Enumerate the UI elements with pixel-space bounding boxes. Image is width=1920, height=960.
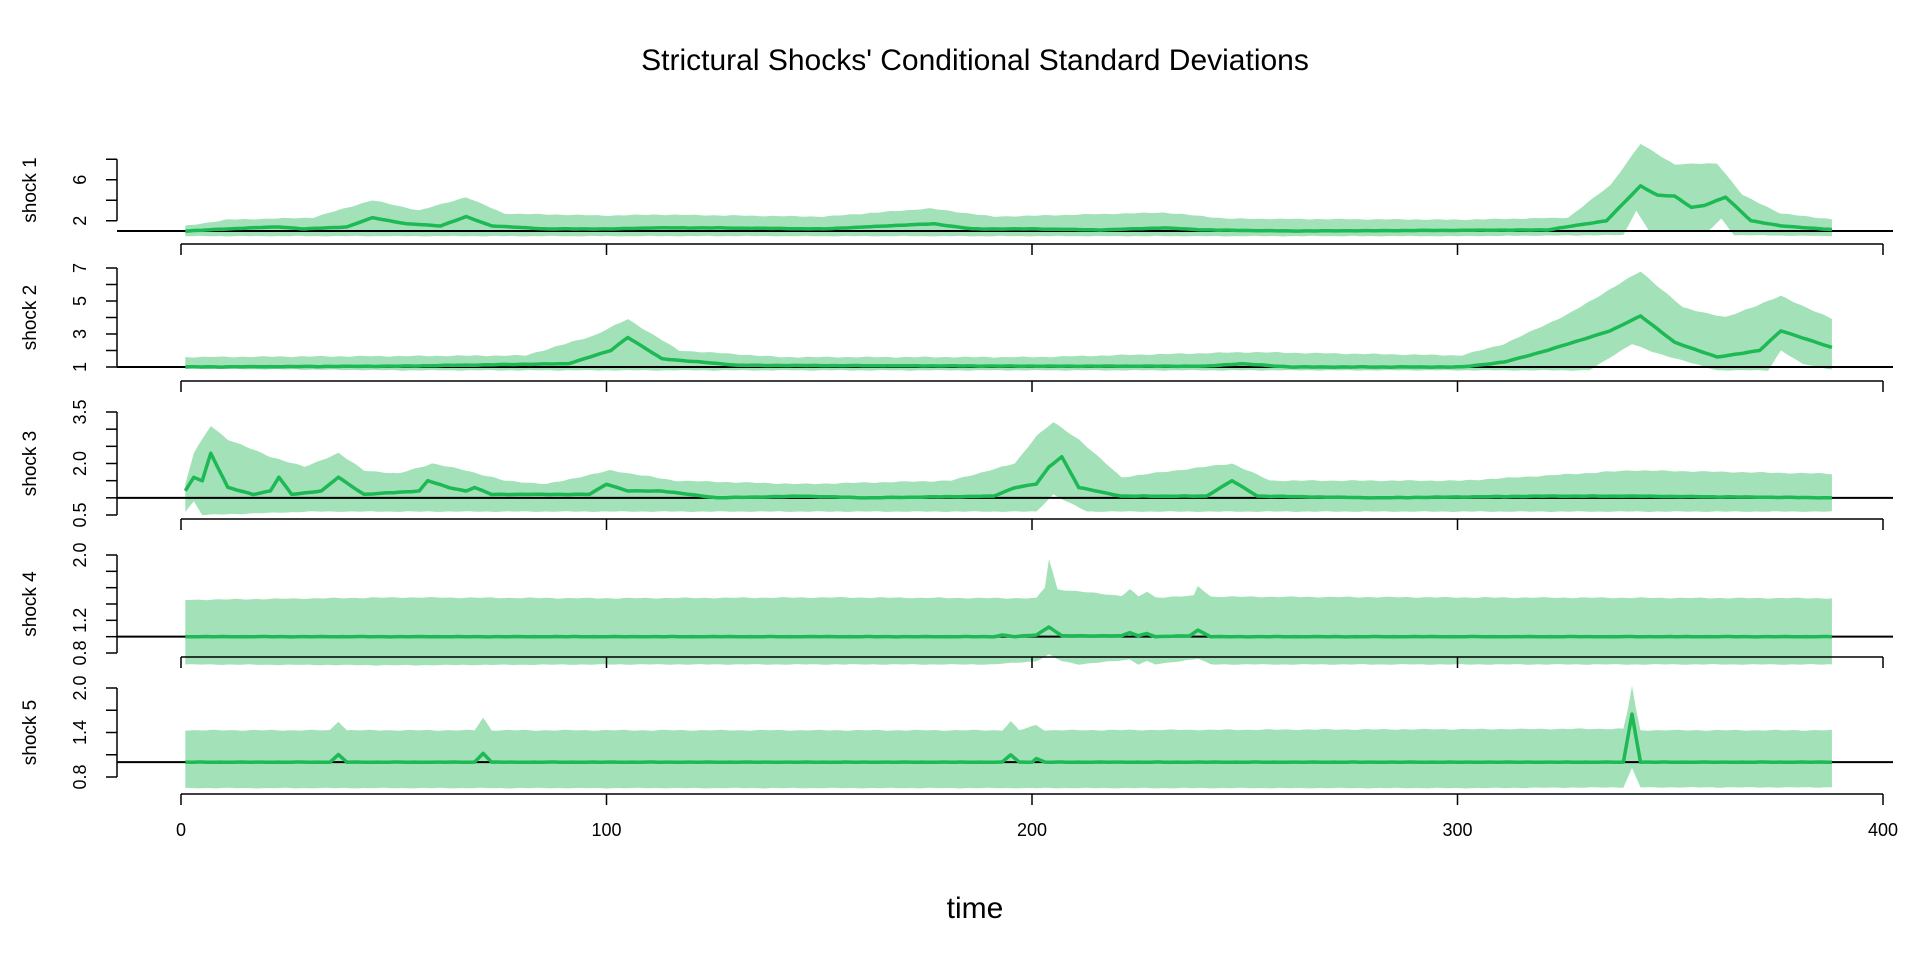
y-tick-label-shock-2: 5 — [70, 296, 90, 306]
credible-band-shock-2 — [185, 271, 1832, 371]
panel-4: 0.8 1.2 2.0 shock 4 — [20, 542, 1893, 668]
x-tick-label: 400 — [1868, 820, 1898, 840]
x-axis-label: time — [947, 892, 1004, 925]
credible-band-shock-4 — [185, 559, 1832, 666]
y-tick-label-shock-3: 0.5 — [70, 502, 90, 527]
credible-band-shock-3 — [185, 422, 1832, 516]
median-line-shock-5 — [185, 712, 1832, 765]
y-tick-label-shock-2: 1 — [70, 362, 90, 372]
y-tick-label-shock-5: 0.8 — [70, 764, 90, 789]
y-tick-label-shock-3: 3.5 — [70, 399, 90, 424]
y-tick-label-shock-3: 2.0 — [70, 451, 90, 476]
x-tick-label: 100 — [591, 820, 621, 840]
credible-band-shock-5 — [185, 685, 1832, 789]
y-axis-label-shock-5: shock 5 — [20, 700, 41, 765]
y-axis-label-shock-3: shock 3 — [20, 431, 41, 496]
y-tick-label-shock-2: 3 — [70, 329, 90, 339]
panel-3: 0.5 2.0 3.5 shock 3 — [20, 399, 1893, 530]
y-axis-label-shock-1: shock 1 — [20, 157, 41, 222]
x-tick-label: 300 — [1442, 820, 1472, 840]
panel-1: 2 6 shock 1 — [20, 144, 1893, 255]
y-axis-label-shock-2: shock 2 — [20, 285, 41, 350]
median-line-shock-4 — [185, 625, 1832, 639]
y-axis-label-shock-4: shock 4 — [20, 571, 41, 637]
chart-title: Strictural Shocks' Conditional Standard … — [641, 44, 1309, 77]
y-tick-label-shock-4: 0.8 — [70, 640, 90, 665]
y-tick-label-shock-4: 1.2 — [70, 608, 90, 633]
y-tick-label-shock-1: 6 — [70, 175, 90, 185]
median-line-shock-3 — [183, 451, 1832, 500]
y-tick-label-shock-1: 2 — [70, 216, 90, 226]
panels-layer: 2 6 shock 1 1 3 5 7 shock 2 0.5 2.0 3.5 shock 3 0.8 1… — [20, 144, 1898, 840]
x-tick-label: 200 — [1017, 820, 1047, 840]
median-line-shock-2 — [185, 314, 1833, 369]
y-tick-label-shock-5: 2.0 — [70, 675, 90, 700]
y-tick-label-shock-2: 7 — [70, 263, 90, 273]
panel-2: 1 3 5 7 shock 2 — [20, 263, 1893, 392]
panel-5: 0.8 1.4 2.0 shock 5 0 100 200 300 400 — [20, 675, 1898, 840]
y-tick-label-shock-5: 1.4 — [70, 720, 90, 745]
median-line-shock-1 — [185, 184, 1832, 233]
y-tick-label-shock-4: 2.0 — [70, 542, 90, 567]
x-tick-label: 0 — [176, 820, 186, 840]
